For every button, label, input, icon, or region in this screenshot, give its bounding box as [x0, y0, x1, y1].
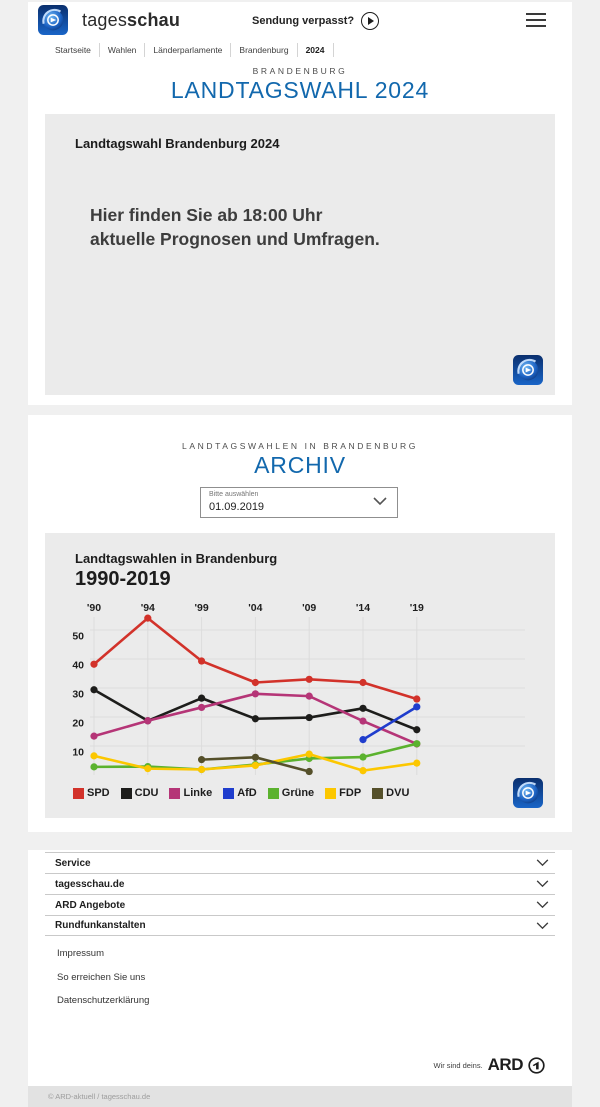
- play-icon[interactable]: [361, 12, 380, 30]
- ard-claim: Wir sind deins.: [433, 1060, 483, 1070]
- ard-brand-row: Wir sind deins. ARD: [433, 1055, 545, 1075]
- legend-name: SPD: [87, 787, 110, 799]
- legend-name: Grüne: [281, 787, 315, 799]
- legend-swatch: [267, 787, 279, 799]
- ard-wordmark: ARD: [487, 1055, 524, 1074]
- svg-text:'99: '99: [195, 602, 209, 614]
- footer-accordions: Service tagesschau.de ARD Angebote Rundf…: [45, 852, 555, 936]
- copyright-bar: © ARD-aktuell / tagesschau.de: [28, 1086, 572, 1107]
- election-results-chart: 10 20 30 40 50 '90 '94 '99 '04 '09 '14 '19: [72, 602, 525, 776]
- chevron-down-icon: [536, 901, 549, 909]
- legend-name: FDP: [339, 787, 362, 799]
- page-title: LANDTAGSWAHL 2024: [170, 77, 430, 103]
- copyright-text: © ARD-aktuell / tagesschau.de: [48, 1092, 151, 1101]
- legend-swatch: [120, 787, 132, 799]
- hero-eyebrow: BRANDENBURG: [252, 66, 348, 76]
- legend-item-dvu: DVU: [372, 787, 409, 799]
- missed-show-link[interactable]: Sendung verpasst?: [252, 12, 380, 30]
- brand-regular: tages: [82, 10, 128, 30]
- footer-links: Impressum So erreichen Sie uns Datenschu…: [57, 948, 149, 1019]
- archive-title: ARCHIV: [254, 452, 346, 478]
- accordion-label: ARD Angebote: [55, 899, 126, 911]
- legend-swatch: [223, 787, 235, 799]
- legend-item-spd: SPD: [73, 787, 110, 799]
- teaser-headline: Hier finden Sie ab 18:00 Uhr aktuelle Pr…: [90, 204, 380, 251]
- legend-name: Linke: [183, 787, 213, 799]
- chevron-down-icon: [536, 859, 549, 867]
- archive-section: LANDTAGSWAHLEN IN BRANDENBURG ARCHIV Bit…: [28, 415, 572, 832]
- legend-swatch: [325, 787, 337, 799]
- legend-name: DVU: [386, 787, 410, 799]
- accordion-label: Service: [55, 857, 91, 869]
- svg-text:20: 20: [72, 718, 84, 730]
- accordion-label: Rundfunkanstalten: [55, 920, 146, 931]
- ard-globe-icon[interactable]: [513, 355, 543, 385]
- breadcrumb-item-2024[interactable]: 2024: [298, 43, 334, 57]
- link-impressum[interactable]: Impressum: [57, 948, 104, 959]
- svg-text:'04: '04: [248, 602, 262, 614]
- tagesschau-logo[interactable]: [38, 5, 68, 35]
- accordion-service[interactable]: Service: [45, 852, 555, 873]
- archive-eyebrow: LANDTAGSWAHLEN IN BRANDENBURG: [182, 441, 418, 451]
- svg-text:'94: '94: [141, 602, 155, 614]
- svg-text:30: 30: [72, 689, 84, 701]
- ard-globe-icon[interactable]: [513, 778, 543, 808]
- legend-name: AfD: [237, 787, 257, 799]
- chevron-down-icon: [536, 880, 549, 888]
- menu-icon[interactable]: [526, 13, 546, 31]
- link-kontakt[interactable]: So erreichen Sie uns: [57, 971, 146, 983]
- chevron-down-icon: [373, 497, 387, 506]
- ard-globe-icon: [38, 5, 68, 35]
- teaser-title: Landtagswahl Brandenburg 2024: [75, 136, 280, 151]
- missed-show-label: Sendung verpasst?: [252, 15, 355, 27]
- accordion-tagesschau-de[interactable]: tagesschau.de: [45, 873, 555, 894]
- legend-item-linke: Linke: [169, 787, 212, 799]
- breadcrumb-item-brandenburg[interactable]: Brandenburg: [231, 43, 298, 57]
- link-datenschutz[interactable]: Datenschutzerklärung: [57, 995, 150, 1006]
- teaser-line2: aktuelle Prognosen und Umfragen.: [90, 228, 380, 249]
- legend-swatch: [169, 787, 181, 799]
- legend-item-afd: AfD: [223, 787, 257, 799]
- accordion-rundfunkanstalten[interactable]: Rundfunkanstalten: [45, 915, 555, 936]
- legend-name: CDU: [134, 787, 159, 799]
- legend-swatch: [372, 787, 384, 799]
- chevron-down-icon: [536, 922, 549, 930]
- brand-wordmark[interactable]: tagesschau: [82, 10, 180, 31]
- election-teaser-card: Landtagswahl Brandenburg 2024 Hier finde…: [45, 114, 555, 395]
- header-section: tagesschau Sendung verpasst? Startseite …: [28, 2, 572, 405]
- chart-legend: SPD CDU Linke AfD Grüne FDP DVU: [73, 787, 409, 799]
- ard-one-icon: [528, 1056, 545, 1074]
- breadcrumb-item-laenderparlamente[interactable]: Länderparlamente: [145, 43, 232, 57]
- archive-chart-card: Landtagswahlen in Brandenburg 1990-2019 …: [45, 533, 555, 818]
- legend-item-grüne: Grüne: [267, 787, 315, 799]
- chart-title: Landtagswahlen in Brandenburg: [75, 551, 278, 566]
- chart-subtitle: 1990-2019: [75, 568, 171, 590]
- accordion-ard-angebote[interactable]: ARD Angebote: [45, 894, 555, 915]
- brand-bold: schau: [127, 10, 181, 30]
- archive-date-select[interactable]: Bitte auswählen 01.09.2019: [200, 487, 398, 518]
- select-label: Bitte auswählen: [209, 491, 259, 498]
- select-value: 01.09.2019: [209, 501, 265, 513]
- svg-text:10: 10: [72, 747, 84, 759]
- legend-item-fdp: FDP: [325, 787, 361, 799]
- svg-text:'19: '19: [410, 602, 424, 614]
- footer-section: Service tagesschau.de ARD Angebote Rundf…: [28, 850, 572, 1086]
- svg-text:40: 40: [72, 660, 84, 672]
- svg-text:'09: '09: [302, 602, 316, 614]
- legend-item-cdu: CDU: [120, 787, 159, 799]
- teaser-line1: Hier finden Sie ab 18:00 Uhr: [90, 205, 323, 225]
- breadcrumb-item-wahlen[interactable]: Wahlen: [100, 43, 146, 57]
- breadcrumb: Startseite Wahlen Länderparlamente Brand…: [55, 43, 334, 57]
- svg-text:50: 50: [72, 631, 84, 643]
- svg-text:'14: '14: [356, 602, 370, 614]
- svg-text:'90: '90: [87, 602, 101, 614]
- accordion-label: tagesschau.de: [55, 878, 125, 890]
- breadcrumb-item-startseite[interactable]: Startseite: [55, 43, 100, 57]
- legend-swatch: [73, 787, 84, 799]
